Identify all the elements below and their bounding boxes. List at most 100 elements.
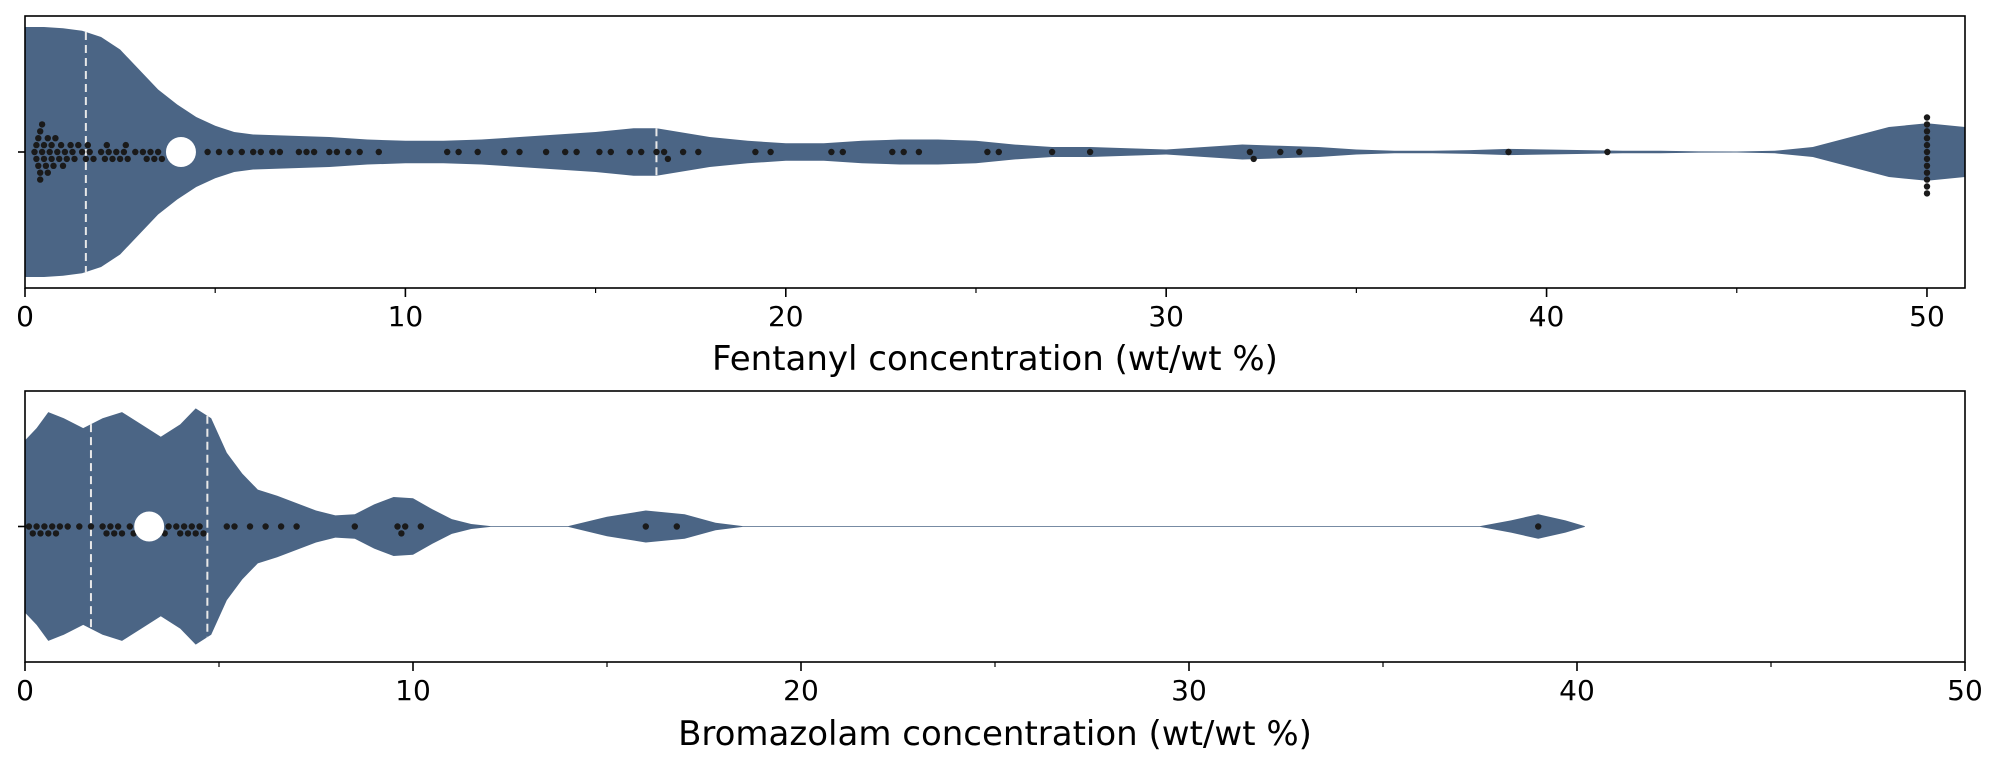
- fentanyl-data-point: [752, 148, 759, 156]
- fentanyl-data-point: [227, 148, 234, 156]
- bromazolam-x-tick-label: 10: [395, 674, 431, 707]
- fentanyl-data-point: [48, 155, 55, 163]
- fentanyl-data-point: [984, 148, 991, 156]
- fentanyl-data-point: [1923, 135, 1931, 142]
- fentanyl-data-point: [828, 148, 835, 156]
- fentanyl-data-point: [37, 128, 44, 135]
- fentanyl-data-point: [1296, 148, 1303, 156]
- fentanyl-data-point: [1246, 148, 1254, 156]
- bromazolam-data-point: [99, 523, 106, 530]
- bromazolam-x-axis-label: Bromazolam concentration (wt/wt %): [678, 714, 1312, 754]
- fentanyl-data-point: [109, 155, 116, 163]
- fentanyl-data-point: [31, 148, 38, 156]
- fentanyl-data-point: [158, 155, 166, 163]
- fentanyl-data-point: [516, 148, 523, 156]
- fentanyl-data-point: [71, 155, 78, 163]
- fentanyl-x-tick-label: 0: [16, 300, 34, 333]
- fentanyl-data-point: [35, 135, 42, 142]
- bromazolam-x-tick-label: 40: [1559, 674, 1595, 707]
- fentanyl-data-point: [455, 148, 462, 156]
- fentanyl-data-point: [84, 141, 92, 149]
- fentanyl-data-point: [67, 141, 74, 149]
- fentanyl-data-point: [900, 148, 907, 156]
- fentanyl-data-point: [660, 148, 668, 156]
- bromazolam-x-tick-label: 20: [783, 674, 819, 707]
- fentanyl-data-point: [105, 148, 112, 156]
- bromazolam-data-point: [642, 523, 649, 530]
- fentanyl-data-point: [56, 155, 63, 163]
- bromazolam-violin-body: [25, 408, 1585, 645]
- fentanyl-data-point: [48, 141, 55, 149]
- fentanyl-data-point: [542, 148, 550, 156]
- fentanyl-data-point: [1604, 148, 1611, 156]
- fentanyl-data-point: [695, 148, 702, 156]
- fentanyl-data-point: [215, 148, 223, 156]
- fentanyl-data-point: [501, 148, 508, 156]
- bromazolam-data-point: [196, 523, 203, 530]
- bromazolam-data-point: [231, 523, 238, 530]
- fentanyl-data-point: [57, 141, 65, 149]
- fentanyl-data-point: [238, 148, 245, 156]
- fentanyl-median-marker: [165, 137, 196, 167]
- fentanyl-data-point: [607, 148, 614, 156]
- fentanyl-data-point: [345, 148, 352, 156]
- fentanyl-data-point: [1086, 148, 1094, 156]
- fentanyl-data-point: [1048, 148, 1056, 156]
- bromazolam-x-tick-label: 30: [1171, 674, 1207, 707]
- fentanyl-data-point: [326, 148, 333, 156]
- fentanyl-data-point: [1923, 114, 1931, 121]
- bromazolam-data-point: [402, 523, 409, 530]
- fentanyl-data-point: [295, 148, 303, 156]
- fentanyl-data-point: [250, 148, 257, 156]
- bromazolam-data-point: [111, 530, 118, 537]
- bromazolam-data-point: [184, 530, 192, 537]
- bromazolam-data-point: [37, 530, 44, 537]
- bromazolam-data-point: [41, 523, 48, 530]
- bromazolam-data-point: [126, 523, 133, 530]
- fentanyl-data-point: [664, 155, 672, 163]
- fentanyl-data-point: [562, 148, 569, 156]
- fentanyl-data-point: [97, 148, 105, 156]
- fentanyl-data-point: [1923, 128, 1931, 135]
- bromazolam-data-point: [56, 523, 64, 530]
- bromazolam-data-point: [223, 523, 230, 530]
- fentanyl-data-point: [40, 155, 48, 163]
- bromazolam-data-point: [76, 523, 83, 530]
- fentanyl-x-tick-label: 20: [768, 300, 804, 333]
- bromazolam-data-point: [64, 523, 71, 530]
- fentanyl-data-point: [103, 141, 111, 149]
- fentanyl-data-point: [122, 141, 129, 149]
- fentanyl-data-point: [42, 162, 50, 169]
- fentanyl-data-point: [1923, 141, 1931, 149]
- fentanyl-data-point: [1923, 121, 1931, 128]
- bromazolam-data-point: [107, 523, 114, 530]
- bromazolam-data-point: [277, 523, 285, 530]
- bromazolam-data-point: [1535, 523, 1542, 530]
- bromazolam-data-point: [118, 530, 126, 537]
- fentanyl-data-point: [38, 148, 46, 156]
- fentanyl-data-point: [44, 135, 51, 142]
- bromazolam-data-point: [33, 523, 40, 530]
- fentanyl-data-point: [1923, 162, 1931, 169]
- fentanyl-data-point: [69, 148, 76, 156]
- fentanyl-violin-body: [25, 27, 1965, 277]
- fentanyl-data-point: [46, 148, 53, 156]
- fentanyl-data-point: [75, 141, 82, 149]
- fentanyl-data-point: [37, 169, 44, 176]
- fentanyl-data-point: [995, 148, 1002, 156]
- fentanyl-data-point: [40, 141, 48, 149]
- fentanyl-data-point: [44, 169, 51, 176]
- fentanyl-data-point: [303, 148, 310, 156]
- fentanyl-data-point: [52, 135, 59, 142]
- fentanyl-data-point: [86, 148, 93, 156]
- fentanyl-data-point: [356, 148, 363, 156]
- bromazolam-median-marker: [134, 511, 165, 542]
- fentanyl-data-point: [1923, 190, 1931, 197]
- fentanyl-data-point: [61, 148, 69, 156]
- fentanyl-x-tick-label: 40: [1529, 300, 1565, 333]
- bromazolam-data-point: [29, 530, 36, 537]
- fentanyl-data-point: [33, 155, 40, 163]
- fentanyl-x-axis-label: Fentanyl concentration (wt/wt %): [712, 339, 1278, 379]
- bromazolam-data-point: [417, 523, 424, 530]
